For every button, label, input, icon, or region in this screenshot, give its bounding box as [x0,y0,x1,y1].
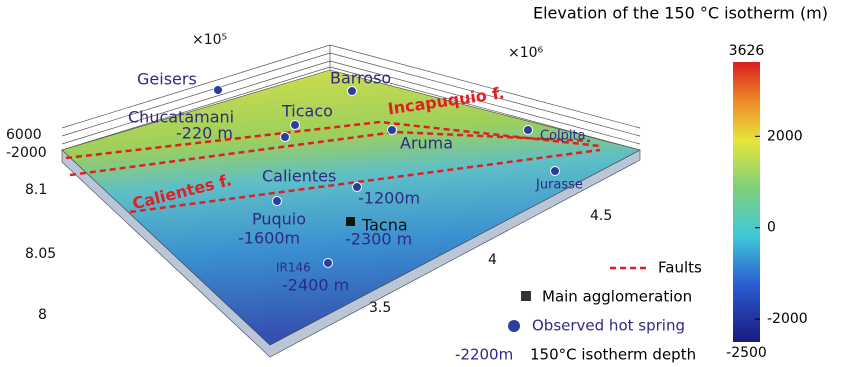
x-tick: 3.5 [369,300,391,316]
place-label: Puquio [252,210,306,229]
colorbar-limit: 3626 [729,43,765,59]
city-marker [346,217,355,226]
legend-city-symbol [521,291,531,301]
y-tick: 8.1 [25,182,47,198]
colorbar-limit: -2500 [726,345,767,361]
place-label: -220 m [176,124,233,143]
place-label: Jurasse [535,178,583,193]
place-label: Colpita [540,129,586,144]
z-tick: -2000 [6,145,47,161]
legend-text: 150°C isotherm depth [530,346,696,364]
y-tick: 8 [38,307,47,323]
legend-text: Observed hot spring [532,317,685,335]
scale-label: ×10⁵ [192,32,227,48]
page: ×10⁵ ×10⁶ 6000 -2000 8.1 8.05 8 3.5 4 4.… [0,0,848,367]
place-label: -2400 m [282,276,349,295]
colorbar-tick-label: 0 [767,220,776,236]
place-label: Ticaco [281,102,333,121]
place-label: -1600m [238,229,300,248]
map-figure: ×10⁵ ×10⁶ 6000 -2000 8.1 8.05 8 3.5 4 4.… [0,0,848,367]
z-tick: 6000 [6,127,42,143]
colorbar: 3626 -2500 2000 0 -2000 [726,43,808,361]
place-label: IR146 [276,261,311,275]
colorbar-title: Elevation of the 150 °C isotherm (m) [533,4,828,23]
place-label: Barroso [330,69,391,88]
place-label: Geisers [137,70,197,89]
legend-text: -2200m [455,346,513,364]
legend-text: Faults [658,259,702,277]
legend-spring-symbol [508,320,520,332]
scale-label: ×10⁶ [508,45,544,61]
city-depth: -2300 m [345,230,412,249]
place-label: Aruma [400,134,453,153]
x-tick: 4 [488,252,497,268]
place-label: Calientes [262,167,336,186]
colorbar-tick-label: 2000 [767,128,803,144]
colorbar-tick-label: -2000 [767,311,808,327]
colorbar-scale [733,62,760,342]
place-label: -1200m [358,189,420,208]
x-tick: 4.5 [590,208,612,224]
y-tick: 8.05 [25,246,56,262]
legend-text: Main agglomeration [542,288,692,306]
